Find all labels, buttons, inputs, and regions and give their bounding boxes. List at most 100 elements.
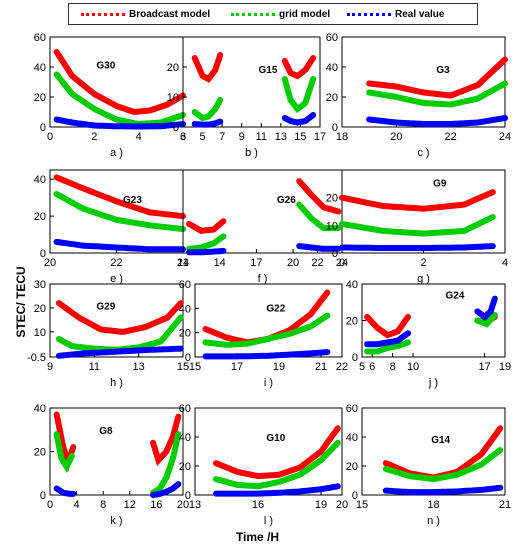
y-tick-label: 20 [34, 92, 46, 104]
x-tick-label: 0 [47, 499, 53, 511]
y-tick-label: 0 [352, 490, 358, 502]
series-line-broadcast-model [339, 189, 496, 212]
series-line-broadcast-model [213, 425, 341, 480]
x-tick-label: 17 [250, 257, 262, 269]
panel-caption: l ) [264, 515, 273, 527]
series-line-grid-model [53, 71, 186, 128]
y-tick-label: 60 [179, 279, 191, 291]
series-line-broadcast-model [55, 300, 184, 335]
satellite-label: G30 [96, 61, 115, 72]
y-tick-label: 40 [346, 279, 358, 291]
y-tick-label: 10 [34, 327, 46, 339]
y-tick-label: 0 [332, 122, 338, 134]
series-line-real-value [202, 349, 331, 360]
x-tick-label: 18 [336, 131, 348, 143]
x-tick-label: 15 [294, 131, 306, 143]
x-tick-label: 22 [336, 361, 348, 373]
y-tick-label: 40 [346, 432, 358, 444]
series-line-real-value [53, 485, 77, 497]
panel-frame-g29 [49, 283, 184, 358]
panel-caption: a ) [110, 147, 123, 159]
y-tick-label: 40 [34, 403, 46, 415]
series-line-real-value [382, 484, 504, 496]
x-tick-label: 20 [390, 131, 402, 143]
series-line-real-value [150, 481, 182, 498]
y-tick-label: 0 [185, 352, 191, 364]
x-tick-label: 5 [200, 131, 206, 143]
y-tick-label: 20 [34, 211, 46, 223]
panel-caption: h ) [110, 377, 123, 389]
panel-caption: b ) [245, 147, 258, 159]
x-tick-label: 2 [420, 257, 426, 269]
legend-swatch-real [347, 12, 391, 16]
y-tick-label: 0 [173, 122, 179, 134]
y-tick-label: 20 [34, 447, 46, 459]
x-tick-label: 13 [189, 499, 201, 511]
x-tick-label: 17 [231, 361, 243, 373]
satellite-label: G22 [266, 304, 285, 315]
series-line-broadcast-model [53, 49, 186, 116]
y-tick-label: 20 [346, 461, 358, 473]
series-line-real-value [474, 295, 498, 321]
x-tick-label: 18 [427, 499, 439, 511]
x-tick-label: 9 [47, 361, 53, 373]
y-tick-label: 60 [326, 32, 338, 44]
x-tick-label: 13 [133, 361, 145, 373]
x-tick-label: 22 [311, 257, 323, 269]
x-tick-label: 4 [136, 131, 142, 143]
y-tick-label: -0.5 [27, 352, 46, 364]
x-tick-label: 22 [445, 131, 457, 143]
satellite-label: G10 [266, 433, 285, 444]
series-line-grid-model [296, 201, 342, 232]
series-line-broadcast-model [366, 56, 508, 99]
x-tick-label: 24 [177, 257, 189, 269]
x-tick-label: 7 [219, 131, 225, 143]
series-line-grid-model [53, 191, 186, 232]
series-line-grid-model [191, 97, 224, 122]
y-tick-label: 60 [346, 403, 358, 415]
satellite-label: G14 [431, 435, 450, 446]
satellite-label: G8 [99, 426, 113, 437]
series-line-real-value [53, 238, 186, 253]
y-tick-label: 0 [352, 352, 358, 364]
series-line-real-value [296, 243, 342, 252]
x-tick-label: 3 [180, 131, 186, 143]
y-tick-label: 20 [326, 193, 338, 205]
x-tick-label: 15 [356, 499, 368, 511]
series-line-broadcast-model [191, 52, 224, 83]
legend-label-real: Real value [395, 9, 445, 20]
x-tick-label: 0 [47, 131, 53, 143]
series-line-grid-model [382, 447, 504, 483]
y-tick-label: 0 [40, 122, 46, 134]
x-tick-label: 19 [273, 361, 285, 373]
series-line-real-value [281, 112, 317, 126]
x-tick-label: 11 [177, 257, 188, 269]
satellite-label: G9 [433, 179, 447, 190]
series-line-real-value [339, 243, 496, 251]
x-tick-label: 14 [214, 257, 226, 269]
y-tick-label: 20 [167, 62, 179, 74]
x-tick-label: 6 [369, 361, 375, 373]
y-tick-label: 10 [326, 220, 338, 232]
legend-item-grid: grid model [231, 7, 330, 23]
x-tick-label: 20 [336, 499, 348, 511]
series-line-broadcast-model [202, 289, 331, 346]
satellite-label: G15 [258, 65, 277, 76]
y-tick-label: 40 [179, 432, 191, 444]
x-tick-label: 4 [502, 257, 508, 269]
x-tick-label: 19 [499, 361, 511, 373]
y-tick-label: 0 [40, 490, 46, 502]
series-line-real-value [366, 115, 508, 127]
series-line-grid-model [364, 339, 411, 355]
satellite-label: G3 [436, 65, 450, 76]
y-tick-label: 20 [34, 303, 46, 315]
y-tick-label: 20 [179, 328, 191, 340]
x-tick-label: 0 [339, 257, 345, 269]
y-tick-label: 20 [179, 461, 191, 473]
x-tick-label: 10 [407, 361, 419, 373]
series-line-real-value [364, 330, 411, 348]
panel-frame-g26 [182, 169, 343, 254]
series-line-grid-model [202, 312, 331, 348]
x-tick-label: 8 [100, 499, 106, 511]
